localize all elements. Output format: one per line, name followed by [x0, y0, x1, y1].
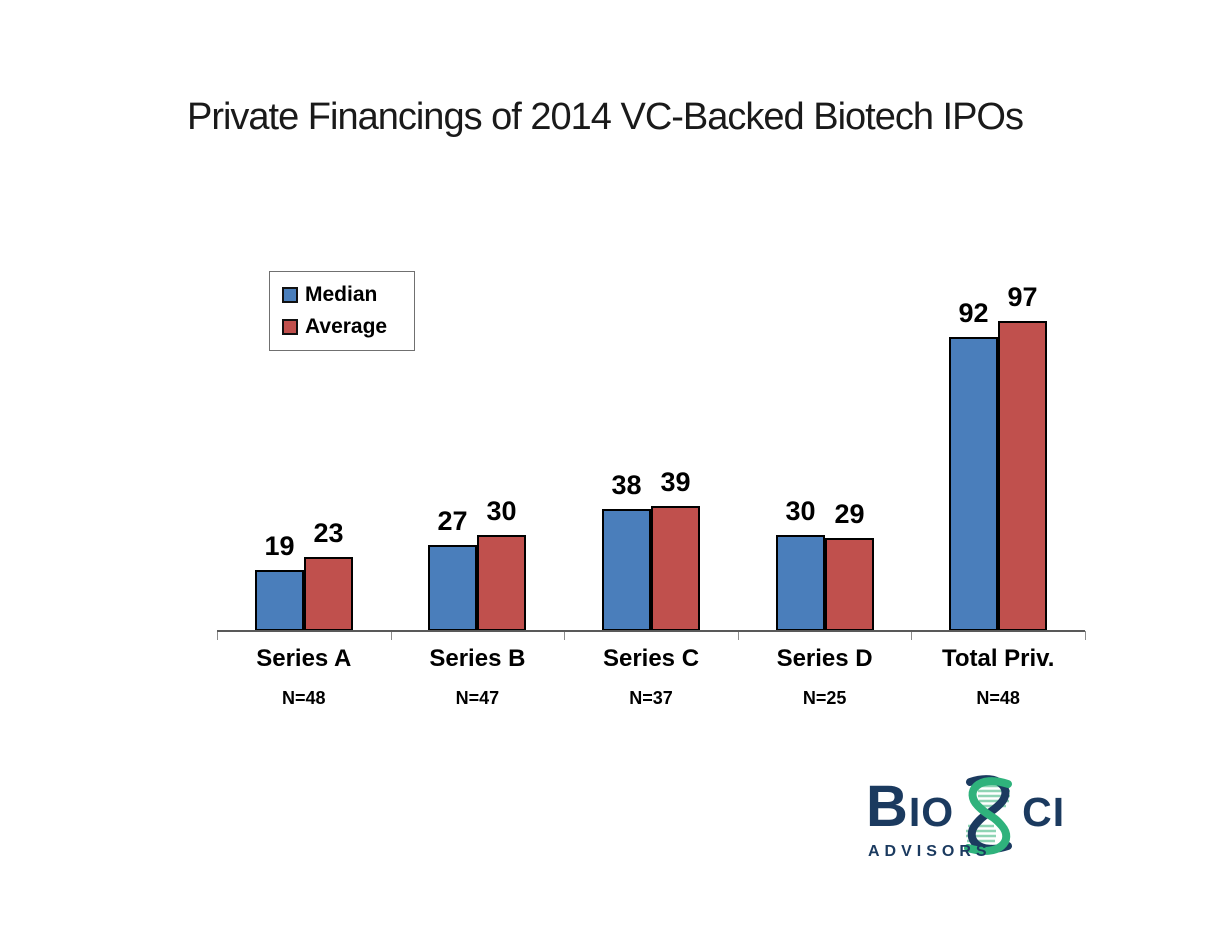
dna-helix-icon	[964, 775, 1013, 855]
category-label: Series A	[256, 645, 352, 672]
bar-median-series-d	[776, 535, 825, 631]
n-count-label: N=47	[455, 688, 500, 708]
category-label: Total Priv.	[941, 645, 1055, 672]
bar-median-series-c	[602, 509, 651, 631]
legend-swatch-icon	[282, 287, 298, 303]
category-label: Series B	[429, 645, 526, 672]
value-label: 30	[486, 496, 517, 526]
x-axis-tick	[1085, 631, 1086, 640]
n-count-label: N=37	[629, 688, 673, 708]
category-label: Series D	[776, 645, 873, 672]
x-axis-tick	[738, 631, 739, 640]
chart-title: Private Financings of 2014 VC-Backed Bio…	[186, 96, 1024, 138]
x-axis-tick	[911, 631, 912, 640]
logo-text-left: Bio	[866, 774, 955, 839]
n-count-label: N=48	[976, 688, 1020, 708]
value-label: 39	[660, 467, 691, 497]
bar-average-series-b	[477, 535, 526, 631]
bar-average-series-d	[825, 538, 874, 631]
value-label: 38	[611, 470, 642, 500]
value-label: 27	[437, 506, 468, 536]
value-label: 29	[834, 499, 865, 529]
bar-average-series-c	[651, 506, 700, 631]
legend-label: Average	[305, 315, 388, 338]
logo-text-right: ci	[1022, 774, 1066, 839]
value-label: 30	[785, 496, 816, 526]
n-count-label: N=25	[802, 688, 847, 708]
legend-item-median: Median	[282, 279, 414, 311]
bar-median-series-b	[428, 545, 477, 631]
x-axis-tick	[391, 631, 392, 640]
legend-item-average: Average	[282, 311, 414, 343]
x-axis-line	[217, 630, 1085, 632]
bar-average-total-priv-	[998, 321, 1047, 631]
legend-swatch-icon	[282, 319, 298, 335]
legend: Median Average	[269, 271, 415, 351]
bar-median-series-a	[255, 570, 304, 631]
value-label: 97	[1007, 282, 1038, 312]
category-label: Series C	[602, 645, 700, 672]
legend-label: Median	[305, 283, 378, 306]
n-count-label: N=48	[282, 688, 326, 708]
value-label: 92	[958, 298, 989, 328]
bar-average-series-a	[304, 557, 353, 631]
value-label: 19	[264, 531, 295, 561]
logo-subtext: ADVISORS	[868, 843, 992, 860]
logo: Bio ci	[866, 774, 1066, 858]
bar-median-total-priv-	[949, 337, 998, 631]
x-axis-tick	[217, 631, 218, 640]
x-axis-tick	[564, 631, 565, 640]
value-label: 23	[313, 518, 344, 548]
